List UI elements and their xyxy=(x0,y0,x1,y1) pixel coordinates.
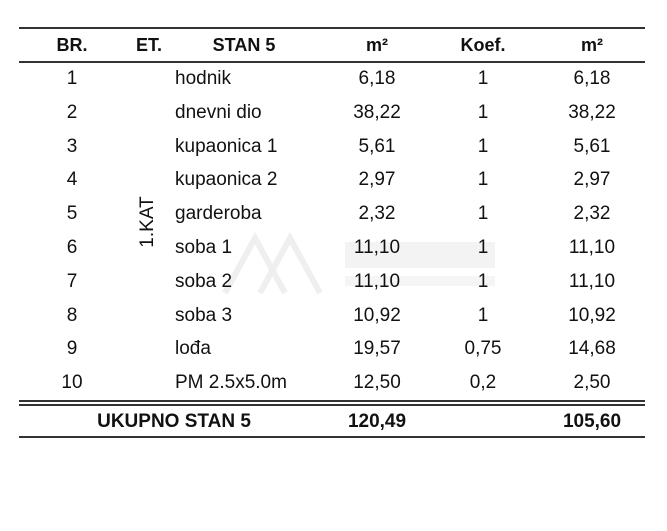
cell-br: 5 xyxy=(66,203,78,225)
header-rule xyxy=(19,61,645,63)
cell-name: garderoba xyxy=(175,203,262,225)
cell-area: 19,57 xyxy=(353,338,401,360)
total-rule-1 xyxy=(19,400,645,402)
cell-area2: 11,10 xyxy=(568,237,616,258)
cell-koef: 1 xyxy=(477,304,489,326)
table-row: 6 soba 1 11,10 1 11,10 xyxy=(19,231,645,265)
cell-br: 1 xyxy=(66,68,78,89)
cell-name: soba 1 xyxy=(175,237,233,258)
table-row: 2 dnevni dio 38,22 1 38,22 xyxy=(19,96,645,130)
cell-area: 2,32 xyxy=(358,203,396,225)
cell-area: 38,22 xyxy=(353,101,401,123)
cell-area2: 10,92 xyxy=(568,304,616,326)
table-row: 1 hodnik 6,18 1 6,18 xyxy=(19,62,645,96)
cell-area: 5,61 xyxy=(358,135,396,157)
cell-br: 8 xyxy=(66,304,78,326)
cell-koef: 1 xyxy=(477,237,489,258)
cell-area: 11,10 xyxy=(353,270,401,292)
cell-br: 7 xyxy=(66,270,78,292)
cell-area2: 38,22 xyxy=(568,101,616,123)
table-row: 10 PM 2.5x5.0m 12,50 0,2 2,50 xyxy=(19,366,645,400)
top-rule xyxy=(19,27,645,29)
header-et: ET. xyxy=(135,35,162,55)
cell-br: 4 xyxy=(66,169,78,191)
cell-area2: 2,97 xyxy=(573,169,611,191)
header-name: STAN 5 xyxy=(212,35,276,55)
cell-area: 11,10 xyxy=(353,237,401,258)
cell-br: 2 xyxy=(66,101,78,123)
table-row: 8 soba 3 10,92 1 10,92 xyxy=(19,299,645,333)
cell-name: kupaonica 2 xyxy=(175,169,278,191)
cell-area2: 6,18 xyxy=(573,68,611,89)
cell-br: 6 xyxy=(66,237,78,258)
total-area2: 105,60 xyxy=(562,411,622,432)
total-area: 120,49 xyxy=(347,411,407,432)
header-row: BR. ET. STAN 5 m² Koef. m² xyxy=(19,28,645,62)
header-koef: Koef. xyxy=(460,35,506,55)
cell-area2: 2,32 xyxy=(573,203,611,225)
cell-name: kupaonica 1 xyxy=(175,135,278,157)
cell-name: PM 2.5x5.0m xyxy=(175,372,287,394)
header-br: BR. xyxy=(56,35,88,55)
cell-name: hodnik xyxy=(175,68,231,89)
table-row: 3 kupaonica 1 5,61 1 5,61 xyxy=(19,130,645,164)
header-area2: m² xyxy=(581,35,603,55)
cell-area2: 11,10 xyxy=(568,270,616,292)
cell-area: 12,50 xyxy=(353,372,401,394)
table-row: 5 garderoba 2,32 1 2,32 xyxy=(19,197,645,231)
cell-koef: 1 xyxy=(477,101,489,123)
table-row: 4 kupaonica 2 2,97 1 2,97 xyxy=(19,163,645,197)
cell-area: 2,97 xyxy=(358,169,396,191)
cell-koef: 1 xyxy=(477,270,489,292)
cell-koef: 1 xyxy=(477,203,489,225)
cell-br: 10 xyxy=(61,372,83,394)
cell-name: soba 2 xyxy=(175,270,233,292)
cell-name: soba 3 xyxy=(175,304,233,326)
cell-area2: 2,50 xyxy=(573,372,611,394)
header-area: m² xyxy=(366,35,388,55)
cell-koef: 0,75 xyxy=(464,338,502,360)
cell-koef: 1 xyxy=(477,169,489,191)
cell-area2: 14,68 xyxy=(568,338,616,360)
cell-br: 3 xyxy=(66,135,78,157)
cell-koef: 0,2 xyxy=(469,372,497,394)
cell-area: 10,92 xyxy=(353,304,401,326)
cell-koef: 1 xyxy=(477,68,489,89)
table-row: 7 soba 2 11,10 1 11,10 xyxy=(19,265,645,299)
cell-area2: 5,61 xyxy=(573,135,611,157)
total-rule-2 xyxy=(19,404,645,406)
total-label: UKUPNO STAN 5 xyxy=(97,411,251,432)
cell-area: 6,18 xyxy=(358,68,396,89)
table-row: 9 lođa 19,57 0,75 14,68 xyxy=(19,332,645,366)
cell-koef: 1 xyxy=(477,135,489,157)
floor-label: 1.KAT xyxy=(137,196,158,248)
cell-name: lođa xyxy=(175,338,211,360)
cell-name: dnevni dio xyxy=(175,101,262,123)
cell-br: 9 xyxy=(66,338,78,360)
total-row: UKUPNO STAN 5 120,49 105,60 xyxy=(19,405,645,439)
bottom-rule xyxy=(19,436,645,438)
